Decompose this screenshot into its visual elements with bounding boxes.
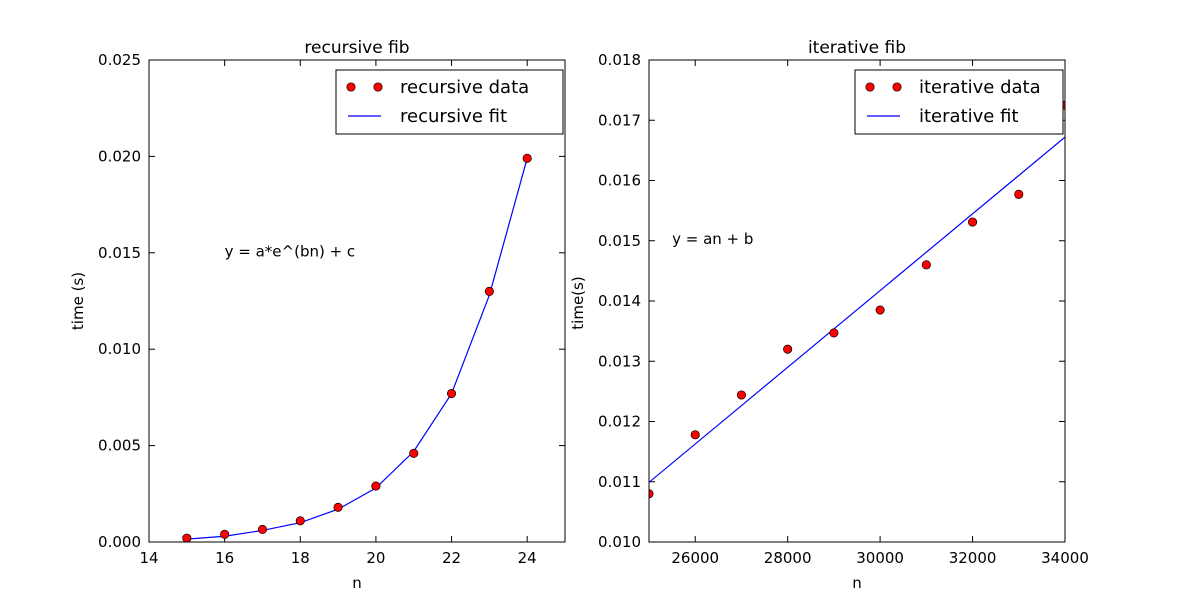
recursive-fib-chart: recursive fib n time (s) 14 16 18 20 22 24 0.0… bbox=[69, 38, 566, 592]
y-tick-label: 0.018 bbox=[598, 51, 641, 69]
data-point bbox=[649, 489, 654, 499]
data-point bbox=[257, 524, 268, 535]
data-point bbox=[522, 153, 532, 163]
y-tick-label: 0.005 bbox=[98, 437, 141, 455]
x-tick-label: 18 bbox=[291, 549, 310, 567]
data-point bbox=[333, 502, 343, 512]
x-axis-label: n bbox=[852, 574, 862, 592]
legend-box bbox=[854, 69, 1064, 135]
y-tick-label: 0.010 bbox=[598, 533, 641, 551]
legend-marker bbox=[346, 82, 356, 92]
x-tick-label: 26000 bbox=[671, 549, 719, 567]
y-tick-label: 0.000 bbox=[98, 533, 141, 551]
y-tick-label: 0.020 bbox=[98, 147, 141, 165]
legend-marker bbox=[373, 82, 383, 92]
data-point bbox=[783, 344, 793, 354]
iterative-fib-chart: iterative fib n time(s) 26000 28000 30000 3… bbox=[569, 38, 1089, 592]
data-point bbox=[829, 328, 839, 338]
legend: iterative data iterative fit bbox=[854, 69, 1064, 135]
fit-equation-annotation: y = a*e^(bn) + c bbox=[225, 243, 356, 261]
fit-equation-annotation: y = an + b bbox=[672, 230, 753, 248]
legend-marker bbox=[865, 82, 875, 92]
x-axis-label: n bbox=[352, 574, 362, 592]
y-tick-label: 0.012 bbox=[598, 413, 641, 431]
x-tick-label: 20 bbox=[366, 549, 385, 567]
x-tick-label: 32000 bbox=[949, 549, 997, 567]
data-point bbox=[371, 481, 381, 491]
plot-area bbox=[649, 100, 1065, 499]
axes-frame bbox=[648, 59, 1066, 543]
x-tick-label: 16 bbox=[215, 549, 234, 567]
y-tick-label: 0.015 bbox=[598, 232, 641, 250]
y-tick-label: 0.013 bbox=[598, 352, 641, 370]
legend-marker bbox=[892, 82, 902, 92]
x-tick-label: 28000 bbox=[764, 549, 812, 567]
legend-label: iterative fit bbox=[919, 106, 1018, 127]
data-point bbox=[1014, 189, 1024, 199]
x-tick-label: 24 bbox=[518, 549, 537, 567]
data-point bbox=[446, 388, 457, 399]
plot-area bbox=[182, 153, 532, 542]
data-point bbox=[182, 533, 192, 542]
y-tick-label: 0.011 bbox=[598, 473, 641, 491]
legend-box bbox=[335, 69, 564, 135]
axes-frame bbox=[148, 59, 566, 543]
y-tick-label: 0.014 bbox=[598, 292, 641, 310]
y-tick-label: 0.016 bbox=[598, 172, 641, 190]
y-axis-label: time (s) bbox=[69, 272, 87, 330]
data-point bbox=[220, 529, 230, 539]
series-line-iterative-fit bbox=[649, 136, 1065, 483]
legend: recursive data recursive fit bbox=[335, 69, 564, 135]
data-point bbox=[968, 217, 978, 227]
y-tick-label: 0.017 bbox=[598, 111, 641, 129]
data-point bbox=[736, 390, 746, 400]
series-line-recursive-fit bbox=[186, 158, 528, 540]
x-tick-label: 22 bbox=[442, 549, 461, 567]
chart-title: recursive fib bbox=[304, 38, 409, 58]
x-tick-label: 34000 bbox=[1041, 549, 1089, 567]
data-point bbox=[409, 448, 419, 458]
data-point bbox=[921, 260, 931, 270]
y-tick-label: 0.025 bbox=[98, 51, 141, 69]
legend-label: recursive data bbox=[400, 77, 529, 98]
y-tick-label: 0.010 bbox=[98, 340, 141, 358]
x-tick-label: 30000 bbox=[856, 549, 904, 567]
x-tick-label: 14 bbox=[139, 549, 158, 567]
data-point bbox=[484, 286, 494, 296]
legend-label: iterative data bbox=[919, 77, 1041, 98]
data-point bbox=[295, 516, 305, 526]
y-tick-label: 0.015 bbox=[98, 244, 141, 262]
chart-title: iterative fib bbox=[808, 38, 906, 58]
data-point bbox=[875, 305, 885, 315]
y-axis-label: time(s) bbox=[569, 276, 587, 329]
data-point bbox=[690, 430, 700, 440]
legend-label: recursive fit bbox=[400, 106, 507, 127]
